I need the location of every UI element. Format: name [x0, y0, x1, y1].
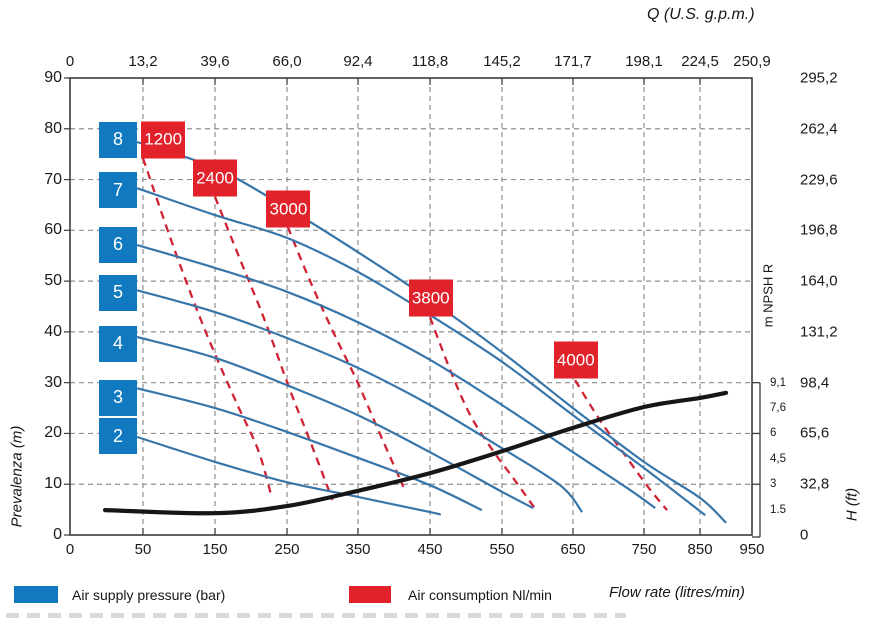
pressure-curve-5: [136, 289, 584, 513]
y-tick-label-right: 196,8: [800, 221, 838, 239]
y-tick-label-left: 40: [44, 322, 62, 340]
x-tick-label-bottom: 550: [489, 541, 515, 558]
x-tick-label-top: 0: [65, 53, 75, 70]
consumption-label-1200: 1200: [141, 121, 186, 159]
legend-blue-label: Air supply pressure (bar): [72, 587, 226, 603]
pressure-label-8: 8: [99, 121, 137, 158]
y-tick-label-right: 65,6: [800, 424, 830, 442]
x-tick-label-bottom: 450: [417, 541, 443, 558]
x-tick-label-bottom: 350: [345, 541, 371, 558]
x-tick-label-bottom: 850: [687, 541, 713, 558]
pressure-label-7: 7: [99, 172, 137, 209]
npsh-tick-label: 1.5: [770, 503, 786, 516]
bottom-axis-title: Flow rate (litres/min): [609, 584, 745, 601]
consumption-curve-3000: [286, 226, 405, 488]
x-tick-label-top: 171,7: [554, 53, 592, 70]
consumption-curve-1200: [141, 157, 274, 499]
top-axis-title: Q (U.S. g.p.m.): [647, 6, 755, 23]
x-tick-label-bottom: 650: [560, 541, 586, 558]
x-tick-label-top: 92,4: [343, 53, 373, 70]
consumption-label-4000: 4000: [553, 341, 598, 379]
y-tick-label-left: 30: [44, 373, 62, 391]
pressure-curve-6: [136, 244, 656, 509]
npsh-tick-label: 6: [770, 427, 777, 440]
pressure-curve-4: [136, 335, 534, 510]
consumption-curve-2400: [213, 196, 334, 501]
legend-red-swatch: [349, 586, 391, 603]
pressure-curve-2: [136, 435, 442, 516]
npsh-tick-label: 4,5: [770, 452, 786, 465]
y-tick-label-left: 10: [44, 475, 62, 493]
left-axis-title: Prevalenza (m): [8, 425, 26, 528]
y-tick-label-left: 80: [44, 119, 62, 137]
pressure-curve-7: [136, 187, 706, 517]
x-tick-label-bottom: 750: [631, 541, 657, 558]
y-tick-label-left: 90: [44, 69, 62, 86]
y-tick-label-right: 262,4: [800, 120, 838, 138]
npsh-tick-label: 3: [770, 478, 777, 491]
x-tick-label-bottom: 950: [739, 541, 765, 558]
pressure-label-2: 2: [99, 418, 137, 455]
y-tick-label-right: 164,0: [800, 272, 838, 290]
npsh-tick-label: 7,6: [770, 402, 786, 415]
pressure-curve-8: [136, 140, 727, 524]
pressure-label-5: 5: [99, 274, 137, 311]
pressure-label-4: 4: [99, 325, 137, 362]
consumption-curve-3800: [428, 316, 536, 509]
x-tick-label-top: 66,0: [272, 53, 302, 70]
consumption-label-3000: 3000: [266, 190, 311, 228]
legend-blue-swatch: [14, 586, 58, 603]
y-tick-label-right: 98,4: [800, 374, 830, 392]
y-tick-label-right: 295,2: [800, 69, 838, 87]
npsh-axis-title: m NPSH R: [760, 263, 776, 328]
x-tick-label-top: 39,6: [200, 53, 230, 70]
x-tick-label-bottom: 0: [65, 541, 75, 558]
footnote-fragment: [6, 613, 626, 618]
x-tick-label-top: 198,1: [625, 53, 663, 70]
x-tick-label-bottom: 150: [202, 541, 228, 558]
npsh-tick-label: 9,1: [770, 376, 786, 389]
x-tick-label-top: 118,8: [411, 53, 449, 70]
y-tick-label-left: 70: [44, 170, 62, 188]
y-tick-label-left: 60: [44, 221, 62, 239]
y-tick-label-left: 20: [44, 424, 62, 442]
y-tick-label-left: 0: [53, 526, 62, 543]
y-tick-label-left: 50: [44, 272, 62, 290]
x-tick-label-top: 224,5: [681, 53, 719, 70]
y-tick-label-right: 0: [800, 526, 809, 544]
pressure-curve-3: [136, 387, 483, 512]
legend-red-label: Air consumption Nl/min: [408, 587, 552, 603]
consumption-label-2400: 2400: [192, 159, 237, 197]
x-tick-label-top: 250,9: [733, 53, 771, 70]
right-axis-title: H (ft): [843, 487, 861, 522]
pressure-label-6: 6: [99, 226, 137, 263]
consumption-label-3800: 3800: [408, 279, 453, 317]
npsh-curve: [102, 390, 729, 516]
pressure-label-3: 3: [99, 379, 137, 416]
x-tick-label-bottom: 50: [134, 541, 152, 558]
y-tick-label-right: 131,2: [800, 323, 838, 341]
x-tick-label-bottom: 250: [274, 541, 300, 558]
y-tick-label-right: 32,8: [800, 475, 830, 493]
x-tick-label-top: 13,2: [128, 53, 158, 70]
x-tick-label-top: 145,2: [483, 53, 521, 70]
y-tick-label-right: 229,6: [800, 171, 838, 189]
